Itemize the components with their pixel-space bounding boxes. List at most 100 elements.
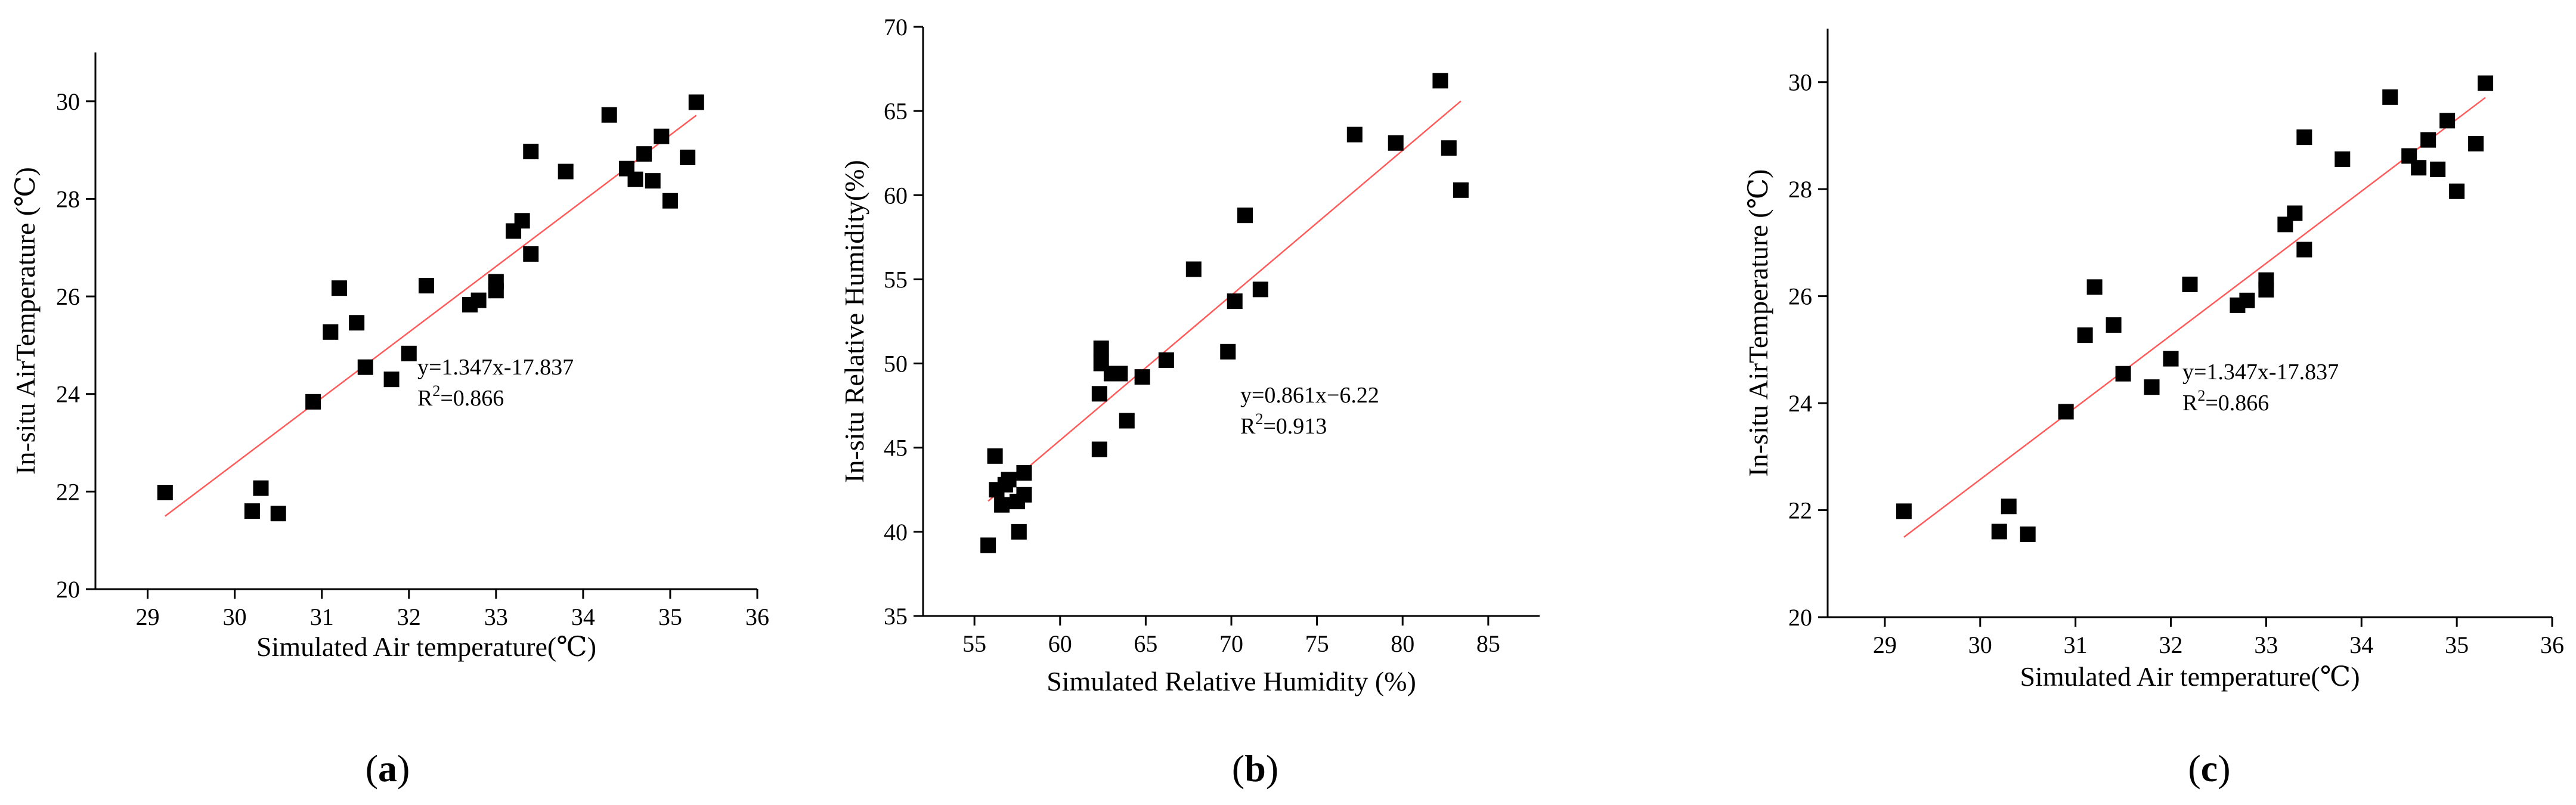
y-tick-label: 50 — [884, 351, 908, 377]
y-tick-label: 30 — [56, 88, 80, 115]
data-point — [331, 280, 347, 296]
x-tick-label: 31 — [2064, 631, 2088, 658]
data-point — [2001, 499, 2017, 515]
data-point — [401, 345, 417, 361]
y-tick-label: 22 — [1788, 497, 1812, 524]
x-tick-label: 29 — [1873, 631, 1897, 658]
fit-line — [987, 100, 1462, 502]
x-tick-label: 31 — [310, 603, 334, 630]
data-point — [383, 371, 400, 388]
panel-label-letter: b — [1244, 747, 1266, 789]
data-point — [523, 246, 539, 262]
fit-equation: y=1.347x-17.837 — [417, 355, 574, 380]
data-point — [2058, 404, 2074, 420]
data-point — [1001, 472, 1017, 488]
x-tick-label: 80 — [1391, 630, 1414, 657]
data-point — [1237, 208, 1253, 224]
data-point — [2287, 205, 2303, 221]
y-tick-label: 20 — [1788, 604, 1812, 631]
r-squared-value: =0.866 — [440, 386, 504, 411]
r-squared-symbol: R — [2182, 391, 2198, 416]
data-point — [987, 448, 1003, 464]
x-tick-label: 36 — [745, 603, 769, 630]
data-point — [1346, 126, 1363, 143]
data-point — [2182, 276, 2198, 292]
x-axis-title: Simulated Relative Humidity (%) — [1046, 666, 1416, 696]
data-point — [2077, 327, 2093, 343]
y-tick-label: 24 — [56, 381, 80, 408]
y-axis-title: In-situ Relative Humidity(%) — [839, 160, 869, 483]
data-point — [1134, 369, 1150, 385]
data-point — [2144, 379, 2160, 395]
data-point — [1441, 140, 1457, 156]
data-point — [1091, 386, 1107, 402]
x-tick-label: 70 — [1219, 630, 1243, 657]
r-squared-value: =0.866 — [2205, 391, 2269, 416]
data-point — [270, 506, 286, 522]
y-tick-label: 65 — [884, 98, 908, 125]
x-axis-title: Simulated Air temperature(℃) — [256, 631, 596, 662]
x-tick-label: 33 — [2254, 631, 2278, 658]
data-point — [419, 278, 434, 294]
r-squared-symbol: R — [1240, 414, 1256, 439]
data-point — [1011, 524, 1027, 540]
r-squared: R2=0.866 — [417, 382, 504, 411]
y-axis-title: In-situ AirTemperature (℃) — [1743, 169, 1773, 477]
y-tick-label: 55 — [884, 266, 908, 293]
data-point — [2478, 75, 2494, 91]
data-point — [2420, 132, 2436, 148]
y-tick-label: 45 — [884, 435, 908, 462]
panel-label: (a) — [366, 747, 410, 789]
r-squared-superscript: 2 — [2197, 387, 2205, 404]
y-tick-label: 24 — [1788, 390, 1812, 417]
y-tick-label: 26 — [56, 283, 80, 310]
x-tick-label: 55 — [962, 630, 986, 657]
data-point — [349, 315, 365, 331]
x-tick-label: 32 — [397, 603, 421, 630]
data-point — [1093, 340, 1109, 357]
data-point — [2258, 272, 2274, 288]
r-squared-superscript: 2 — [432, 382, 440, 400]
data-point — [1185, 261, 1202, 277]
data-point — [2439, 113, 2456, 129]
r-squared-superscript: 2 — [1255, 410, 1263, 428]
data-point — [1016, 465, 1032, 481]
fit-equation: y=0.861x−6.22 — [1240, 383, 1379, 408]
data-point — [2020, 526, 2036, 542]
data-point — [2449, 183, 2465, 199]
r-squared-value: =0.913 — [1263, 414, 1327, 439]
data-point — [601, 107, 617, 123]
fit-equation: y=1.347x-17.837 — [2182, 360, 2339, 385]
r-squared-symbol: R — [417, 386, 433, 411]
data-point — [980, 537, 996, 553]
y-tick-label: 26 — [1788, 283, 1812, 310]
y-tick-label: 60 — [884, 182, 908, 209]
data-point — [654, 128, 670, 144]
y-tick-label: 20 — [56, 576, 80, 603]
y-tick-label: 22 — [56, 478, 80, 505]
data-point — [1252, 281, 1268, 298]
data-point — [305, 394, 321, 410]
data-point — [470, 292, 487, 308]
data-point — [1432, 73, 1448, 89]
data-point — [2334, 151, 2351, 167]
data-point — [2430, 161, 2446, 177]
y-tick-label: 28 — [56, 185, 80, 212]
data-point — [2296, 242, 2312, 258]
panel-label-open-paren: ( — [1232, 747, 1244, 789]
x-tick-label: 35 — [658, 603, 682, 630]
data-point — [2296, 129, 2312, 145]
data-point — [1158, 352, 1174, 368]
x-tick-label: 30 — [1968, 631, 1992, 658]
x-tick-label: 35 — [2445, 631, 2469, 658]
data-point — [1227, 293, 1243, 309]
panel-label: (c) — [2188, 747, 2230, 789]
chart-panel-b: 55 60 65 70 75 80 85 35 40 45 50 55 60 65 70 Simulated … — [839, 14, 1540, 789]
data-point — [1016, 487, 1032, 503]
data-point — [688, 94, 704, 110]
data-point — [1091, 441, 1107, 457]
data-point — [662, 193, 678, 209]
y-tick-label: 70 — [884, 14, 908, 41]
data-point — [2468, 135, 2484, 151]
r-squared: R2=0.866 — [2182, 387, 2269, 416]
